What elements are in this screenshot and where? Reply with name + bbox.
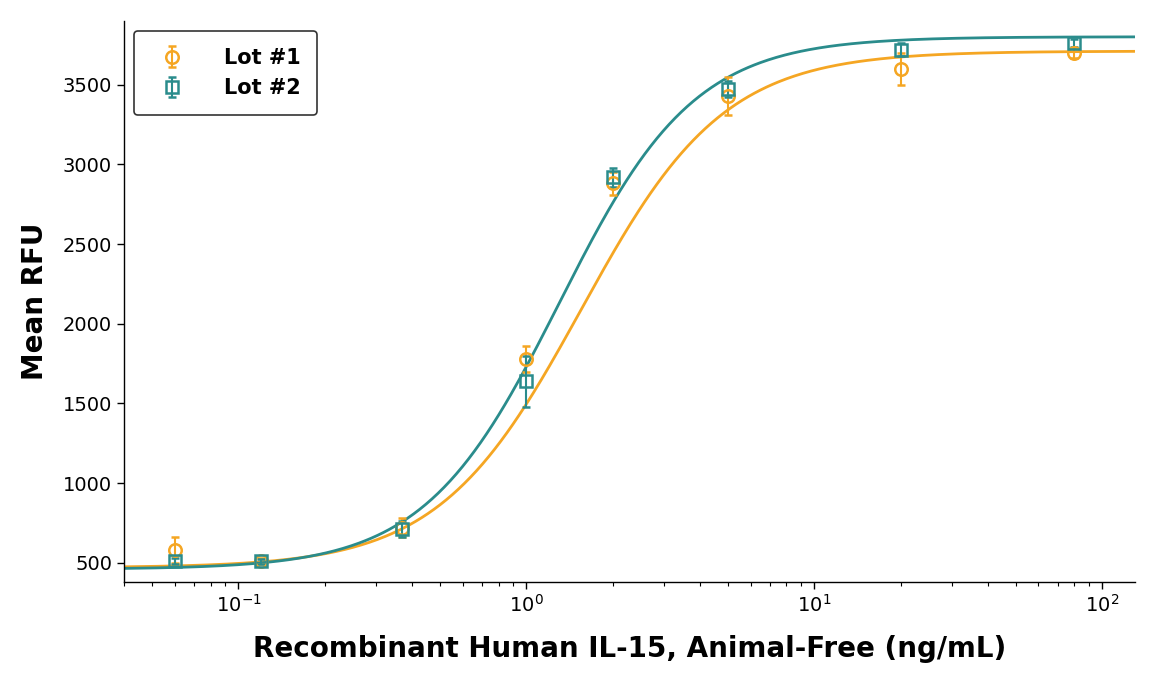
X-axis label: Recombinant Human IL-15, Animal-Free (ng/mL): Recombinant Human IL-15, Animal-Free (ng…: [253, 635, 1006, 663]
Y-axis label: Mean RFU: Mean RFU: [21, 223, 49, 380]
Legend: Lot #1, Lot #2: Lot #1, Lot #2: [134, 31, 317, 115]
